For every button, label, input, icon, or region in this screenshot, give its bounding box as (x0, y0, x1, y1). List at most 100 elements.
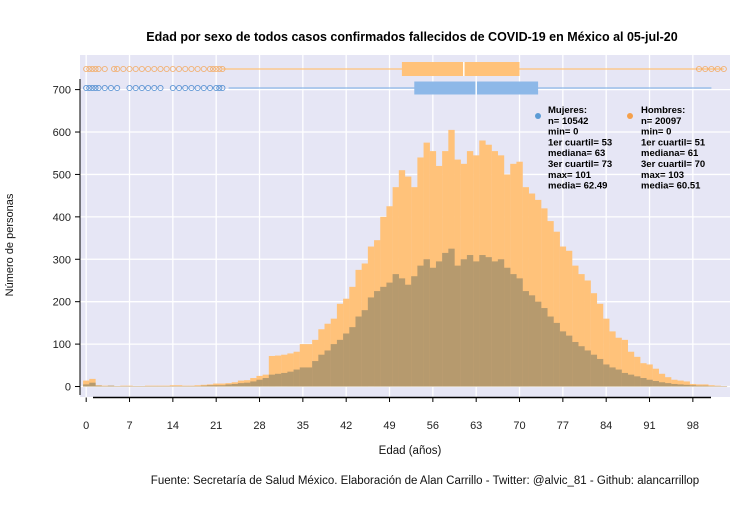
bar-mujeres (424, 259, 430, 386)
y-tick-label: 300 (53, 254, 71, 266)
x-tick-label: 28 (253, 420, 265, 432)
bar-mujeres (646, 380, 652, 387)
bar-mujeres (244, 383, 250, 387)
bar-mujeres (95, 386, 101, 387)
x-tick-label: 42 (340, 420, 352, 432)
bar-mujeres (467, 255, 473, 386)
bar-mujeres (523, 291, 529, 386)
bar-mujeres (362, 310, 368, 386)
y-axis-label: Número de personas (4, 193, 16, 296)
bar-mujeres (560, 331, 566, 386)
bar-mujeres (399, 278, 405, 386)
x-tick-label: 49 (383, 420, 395, 432)
bar-mujeres (504, 268, 510, 387)
bar-mujeres (479, 255, 485, 386)
bar-mujeres (386, 283, 392, 387)
bar-mujeres (554, 323, 560, 387)
x-tick-label: 98 (687, 420, 699, 432)
bar-mujeres (448, 249, 454, 387)
bar-mujeres (263, 378, 269, 386)
bar-mujeres (659, 382, 665, 386)
x-axis-label: Edad (años) (379, 445, 442, 457)
bar-mujeres (677, 384, 683, 386)
bar-mujeres (325, 350, 331, 386)
bar-mujeres (275, 374, 281, 387)
bar-mujeres (312, 361, 318, 386)
bar-mujeres (83, 384, 89, 386)
bar-mujeres (337, 340, 343, 387)
bar-mujeres (578, 346, 584, 386)
x-tick-label: 14 (167, 420, 179, 432)
bar-mujeres (201, 386, 207, 387)
x-tick-label: 63 (470, 420, 482, 432)
bar-mujeres (380, 287, 386, 387)
bar-mujeres (609, 367, 615, 386)
legend-hombres-dot (627, 113, 633, 119)
bar-mujeres (238, 383, 244, 386)
chart-title: Edad por sexo de todos casos confirmados… (146, 30, 677, 44)
bar-mujeres (393, 274, 399, 386)
stat-line: Hombres: (641, 105, 685, 116)
bar-mujeres (634, 376, 640, 386)
bar-mujeres (417, 266, 423, 387)
bar-mujeres (368, 297, 374, 386)
bar-mujeres (591, 355, 597, 387)
bar-mujeres (461, 259, 467, 386)
stat-line: 3er cuartil= 73 (548, 159, 612, 170)
source-caption: Fuente: Secretaría de Salud México. Elab… (151, 475, 699, 487)
bar-mujeres (671, 384, 677, 387)
x-tick-label: 35 (297, 420, 309, 432)
bar-mujeres (597, 359, 603, 387)
bar-mujeres (473, 261, 479, 386)
bar-mujeres (485, 257, 491, 386)
stat-line: Mujeres: (548, 105, 587, 116)
bar-mujeres (702, 386, 708, 387)
bar-mujeres (294, 370, 300, 387)
stat-line: mediana= 63 (548, 148, 605, 159)
stat-line: 3er cuartil= 70 (641, 159, 705, 170)
bar-mujeres (225, 384, 231, 386)
y-tick-label: 400 (53, 212, 71, 224)
x-tick-label: 77 (557, 420, 569, 432)
x-tick-label: 21 (210, 420, 222, 432)
stat-line: max= 101 (548, 170, 592, 181)
bar-mujeres (492, 261, 498, 386)
stat-line: 1er cuartil= 51 (641, 137, 706, 148)
bar-mujeres (535, 302, 541, 387)
x-tick-label: 0 (83, 420, 89, 432)
bar-mujeres (665, 383, 671, 386)
x-tick-label: 56 (427, 420, 439, 432)
bar-mujeres (250, 381, 256, 386)
y-tick-label: 200 (53, 297, 71, 309)
bar-mujeres (684, 385, 690, 387)
bar-mujeres (374, 291, 380, 386)
bar-mujeres (306, 367, 312, 386)
bar-mujeres (411, 276, 417, 386)
bar-mujeres (343, 334, 349, 387)
bar-mujeres (232, 384, 238, 387)
bar-mujeres (287, 372, 293, 387)
bar-mujeres (442, 253, 448, 387)
bar-mujeres (498, 259, 504, 386)
bar-mujeres (628, 375, 634, 387)
bar-mujeres (622, 373, 628, 387)
y-tick-label: 600 (53, 127, 71, 139)
x-tick-label: 70 (513, 420, 525, 432)
stat-line: n= 20097 (641, 116, 681, 127)
bar-mujeres (510, 274, 516, 386)
y-tick-label: 0 (65, 382, 71, 394)
y-tick-label: 700 (53, 85, 71, 97)
bar-mujeres (269, 375, 275, 387)
bar-mujeres (281, 373, 287, 387)
boxplot-box-hombres (402, 62, 520, 76)
stat-line: 1er cuartil= 53 (548, 137, 612, 148)
bar-mujeres (690, 385, 696, 386)
bar-mujeres (89, 383, 95, 387)
x-tick-label: 7 (126, 420, 132, 432)
stat-line: n= 10542 (548, 116, 588, 127)
bar-mujeres (572, 342, 578, 387)
bar-mujeres (318, 355, 324, 387)
stat-line: media= 62.49 (548, 181, 607, 192)
